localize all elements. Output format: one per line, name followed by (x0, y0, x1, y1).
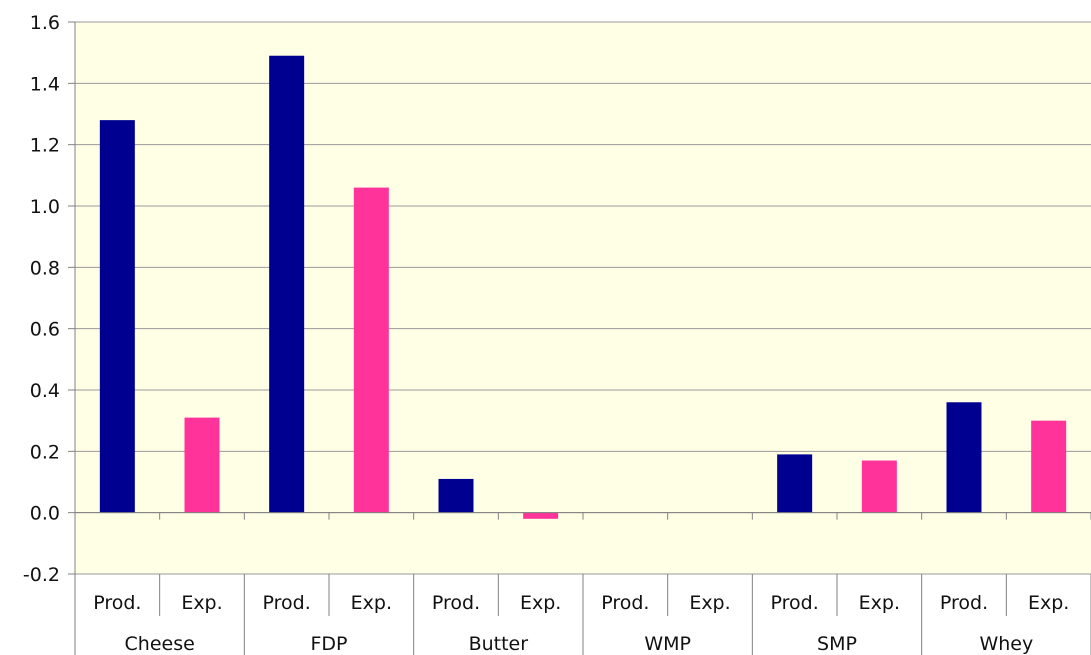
bar (99, 120, 135, 513)
x-subcategory-label: Prod. (93, 592, 141, 614)
x-subcategory-label: Prod. (940, 592, 988, 614)
x-subcategory-label: Exp. (689, 592, 730, 614)
y-tick-label: 0.2 (30, 441, 60, 463)
y-tick-label: 1.4 (30, 73, 60, 95)
y-tick-label: 0.0 (30, 503, 60, 525)
y-tick-label: 1.0 (30, 196, 60, 218)
x-subcategory-label: Exp. (1028, 592, 1069, 614)
x-subcategory-label: Prod. (601, 592, 649, 614)
x-group-label: WMP (644, 633, 691, 655)
x-group-label: SMP (817, 633, 857, 655)
x-subcategory-label: Prod. (263, 592, 311, 614)
bar (777, 454, 813, 513)
y-tick-label: 0.6 (30, 319, 60, 341)
x-subcategory-label: Prod. (771, 592, 819, 614)
bars (99, 55, 1067, 519)
x-group-label: Cheese (125, 633, 195, 655)
plot-area (75, 22, 1091, 574)
y-tick-labels: -0.2 0.0 0.2 0.4 0.6 0.8 1.0 1.2 1.4 1.6 (23, 12, 60, 586)
x-group-label: Butter (469, 633, 529, 655)
x-group-label: Whey (979, 633, 1033, 655)
y-tick-label: 0.4 (30, 380, 60, 402)
y-tick-label: 1.2 (30, 135, 60, 157)
bar (946, 402, 982, 513)
bar (353, 187, 389, 513)
y-tick-label: 1.6 (30, 12, 60, 34)
bar (861, 460, 897, 513)
bar (523, 512, 559, 519)
bar (184, 417, 220, 513)
x-subcategory-label: Exp. (351, 592, 392, 614)
x-subcategory-label: Exp. (859, 592, 900, 614)
axes (68, 21, 1091, 655)
x-subcategory-label: Prod. (432, 592, 480, 614)
y-tick-label: -0.2 (23, 564, 60, 586)
y-tick-label: 0.8 (30, 257, 60, 279)
x-group-label: FDP (310, 633, 347, 655)
x-subcategory-label: Exp. (181, 592, 222, 614)
bar (1031, 420, 1067, 513)
x-subcategory-label: Exp. (520, 592, 561, 614)
bar (438, 478, 474, 513)
x-category-labels: Prod. Exp. Prod. Exp. Prod. Exp. Prod. Exp. Prod… (93, 592, 1069, 655)
bar (269, 55, 305, 513)
